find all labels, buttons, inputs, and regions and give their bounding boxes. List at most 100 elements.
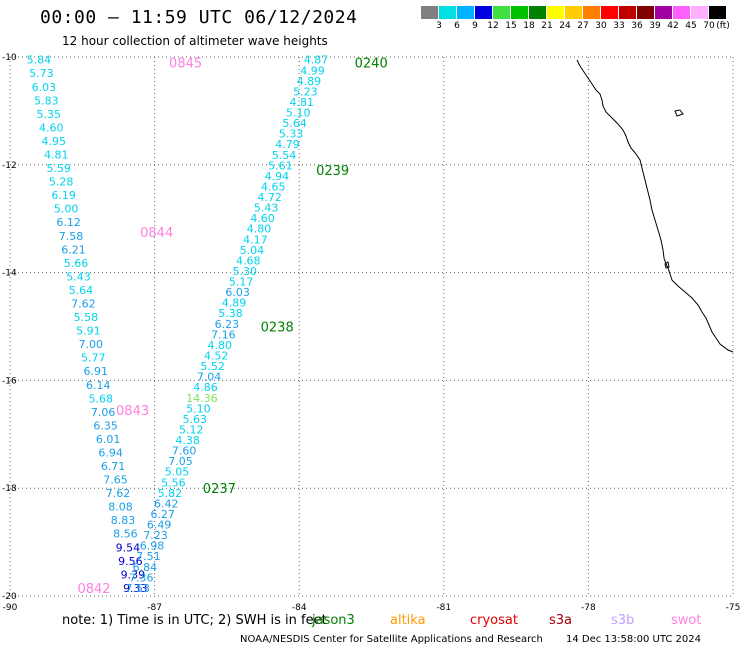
map-title: 00:00 – 11:59 UTC 06/12/2024 [40, 7, 358, 28]
map-subtitle: 12 hour collection of altimeter wave hei… [62, 34, 328, 48]
wave-height-value: 5.83 [34, 94, 59, 107]
wave-height-value: 5.38 [218, 307, 243, 320]
wave-height-value: 4.72 [257, 191, 282, 204]
legend-swatch [709, 6, 727, 19]
wave-height-value: 4.87 [304, 54, 329, 67]
wave-height-value: 5.17 [229, 276, 254, 289]
legend-label: 36 [631, 21, 643, 31]
wave-height-value: 5.23 [293, 85, 318, 98]
legend-swatch [547, 6, 565, 19]
legend-label: 12 [487, 21, 499, 31]
wave-height-value: 4.38 [175, 434, 200, 447]
wave-height-value: 5.43 [66, 270, 91, 283]
wave-height-value: 5.91 [76, 325, 101, 338]
wave-height-value: 4.65 [261, 180, 286, 193]
mission-name: altika [390, 613, 426, 628]
legend-swatch [673, 6, 691, 19]
legend-label: 27 [577, 21, 589, 31]
wave-height-value: 6.19 [51, 189, 76, 202]
wave-height-value: 4.60 [250, 212, 275, 225]
legend-swatch [691, 6, 709, 19]
legend-swatch [655, 6, 673, 19]
wave-height-value: 4.94 [265, 170, 290, 183]
wave-height-value: 6.03 [32, 81, 57, 94]
wave-height-value: 5.82 [158, 487, 183, 500]
generated-timestamp: 14 Dec 13:58:00 UTC 2024 [566, 634, 701, 645]
wave-height-value: 7.36 [129, 571, 154, 584]
wave-height-value: 7.05 [168, 455, 193, 468]
lat-label: -16 [2, 376, 17, 386]
wave-height-value: 6.12 [56, 216, 81, 229]
wave-height-value: 4.52 [204, 349, 229, 362]
legend-label: 39 [649, 21, 661, 31]
wave-height-value: 7.04 [197, 371, 222, 384]
wave-height-value: 4.89 [297, 75, 322, 88]
wave-height-value: 4.60 [39, 121, 64, 134]
lat-label: -10 [2, 53, 17, 63]
wave-height-value: 7.53 [125, 582, 150, 595]
legend-label: 42 [667, 21, 679, 31]
legend-label: 70 [703, 21, 715, 31]
wave-height-value: 5.00 [54, 203, 79, 216]
legend-label: 6 [454, 21, 460, 31]
wave-height-value: 5.66 [64, 257, 89, 270]
legend-swatch [601, 6, 619, 19]
wave-height-value: 6.84 [133, 561, 158, 574]
legend-swatch [511, 6, 529, 19]
wave-height-value: 6.91 [84, 365, 109, 378]
wave-height-value: 7.65 [103, 474, 128, 487]
wave-height-value: 7.16 [211, 328, 236, 341]
wave-height-value: 5.28 [49, 176, 74, 189]
wave-height-value: 6.03 [225, 286, 250, 299]
wave-height-value: 6.27 [150, 508, 175, 521]
legend-swatch [475, 6, 493, 19]
legend-swatch [583, 6, 601, 19]
pass-time-label: 0842 [77, 582, 110, 597]
south-america-coastline [576, 59, 734, 353]
wave-height-value: 5.84 [27, 54, 52, 67]
wave-height-value: 5.35 [37, 108, 62, 121]
lon-label: -90 [3, 603, 18, 613]
wave-height-value: 5.52 [200, 360, 225, 373]
legend-label: 3 [436, 21, 442, 31]
legend-label: 33 [613, 21, 625, 31]
wave-height-value: 9.56 [118, 555, 143, 568]
wave-height-value: 5.04 [240, 244, 265, 257]
wave-height-value: 5.59 [46, 162, 71, 175]
mission-name: s3a [549, 613, 573, 628]
footer-note: note: 1) Time is in UTC; 2) SWH is in fe… [62, 613, 327, 628]
legend-swatch [493, 6, 511, 19]
wave-height-value: 5.77 [81, 352, 106, 365]
wave-height-value: 6.98 [140, 540, 165, 553]
wave-height-value: 6.94 [98, 446, 123, 459]
wave-height-value: 14.36 [186, 392, 218, 405]
wave-height-value: 7.23 [143, 529, 168, 542]
wave-height-value: 5.43 [254, 202, 279, 215]
wave-height-value: 8.83 [111, 514, 136, 527]
wave-height-value: 5.73 [29, 67, 54, 80]
track-values: 5.845.736.035.835.354.604.954.815.595.28… [27, 54, 329, 595]
wave-height-value: 4.80 [208, 339, 233, 352]
legend-swatch [439, 6, 457, 19]
lat-lon-grid [9, 56, 734, 597]
wave-height-value: 4.81 [290, 96, 315, 109]
wave-height-value: 9.39 [121, 568, 146, 581]
legend-swatch [529, 6, 547, 19]
wave-height-value: 6.01 [96, 433, 121, 446]
legend-swatch [637, 6, 655, 19]
wave-height-value: 8.56 [113, 528, 138, 541]
lon-label: -84 [292, 603, 307, 613]
wave-height-value: 5.12 [179, 423, 204, 436]
pass-time-label: 0239 [316, 164, 349, 179]
pass-time-label: 0844 [140, 226, 173, 241]
wave-height-value: 7.62 [106, 487, 131, 500]
pass-time-label: 0240 [355, 56, 388, 71]
wave-height-value: 9.33 [123, 582, 148, 595]
legend-swatch [565, 6, 583, 19]
wave-height-value: 4.89 [222, 297, 247, 310]
mission-name: jason3 [312, 613, 355, 628]
legend-unit: (ft) [716, 21, 730, 31]
wave-height-value: 7.00 [79, 338, 104, 351]
lat-label: -14 [2, 269, 17, 279]
